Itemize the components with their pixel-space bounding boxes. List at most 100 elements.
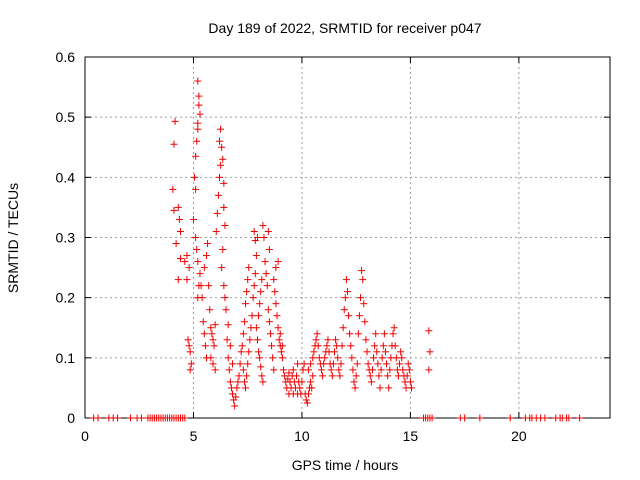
data-point [377, 366, 385, 374]
data-point [272, 264, 280, 272]
x-tick-label: 10 [294, 428, 310, 444]
data-point [278, 354, 286, 362]
data-point [202, 252, 210, 260]
data-point [255, 348, 263, 356]
data-point [265, 246, 273, 254]
data-point [137, 414, 145, 422]
data-point [426, 348, 434, 356]
data-point [280, 366, 288, 374]
data-point [276, 330, 284, 338]
data-point [246, 336, 254, 344]
data-point [217, 125, 225, 133]
data-point [195, 92, 203, 100]
data-point [209, 360, 217, 368]
data-point [309, 372, 317, 380]
data-point [245, 264, 253, 272]
data-point [242, 300, 250, 308]
data-point [223, 336, 231, 344]
data-point [186, 348, 194, 356]
data-point [207, 354, 215, 362]
data-point [274, 324, 282, 332]
data-point [250, 282, 258, 290]
data-point [196, 110, 204, 118]
data-point [248, 312, 256, 320]
data-point [259, 221, 267, 229]
data-point [232, 393, 240, 401]
x-axis-label: GPS time / hours [292, 457, 399, 473]
data-point [285, 390, 293, 398]
data-point [211, 321, 219, 329]
data-point [187, 360, 195, 368]
data-point [323, 342, 331, 350]
data-point [224, 354, 232, 362]
data-point [226, 342, 234, 350]
data-point [404, 360, 412, 368]
x-tick-label: 5 [190, 428, 198, 444]
data-point [181, 414, 189, 422]
data-point [193, 137, 201, 145]
data-point [192, 152, 200, 160]
data-point [330, 348, 338, 356]
data-point [346, 330, 354, 338]
data-point [327, 366, 335, 374]
data-point [313, 330, 321, 338]
data-point [310, 348, 318, 356]
data-point [221, 221, 229, 229]
data-point [183, 252, 191, 260]
data-point [242, 384, 250, 392]
data-point [324, 336, 332, 344]
data-point [302, 396, 310, 404]
data-point [184, 336, 192, 344]
data-point [353, 360, 361, 368]
y-tick-label: 0.3 [56, 230, 76, 246]
data-point [170, 206, 178, 214]
y-axis-label: SRMTID / TECUs [5, 183, 21, 293]
data-point [234, 378, 242, 386]
data-point [194, 77, 202, 85]
data-point [362, 336, 370, 344]
data-point [391, 342, 399, 350]
grid-lines [85, 57, 610, 418]
data-point [337, 360, 345, 368]
data-point [406, 378, 414, 386]
data-point [285, 369, 293, 377]
data-point [398, 354, 406, 362]
data-point [399, 366, 407, 374]
data-point [294, 360, 302, 368]
data-point [210, 342, 218, 350]
data-point [385, 384, 393, 392]
data-point [381, 348, 389, 356]
data-point [335, 366, 343, 374]
data-point [256, 300, 264, 308]
data-point [366, 372, 374, 380]
data-point [425, 366, 433, 374]
data-point [298, 378, 306, 386]
y-tick-label: 0.6 [56, 49, 76, 65]
data-point [217, 161, 225, 169]
data-point [383, 360, 391, 368]
data-point [350, 378, 358, 386]
data-point [384, 372, 392, 380]
data-point [386, 366, 394, 374]
data-point [372, 330, 380, 338]
data-point [195, 101, 203, 109]
data-point [396, 360, 404, 368]
y-tick-label: 0 [67, 410, 75, 426]
data-point [181, 258, 189, 266]
data-point [317, 366, 325, 374]
data-point [506, 414, 514, 422]
data-point [461, 414, 469, 422]
data-point [208, 330, 216, 338]
data-point [319, 372, 327, 380]
data-point [264, 306, 272, 314]
data-point [194, 258, 202, 266]
data-point [216, 137, 224, 145]
data-point [308, 384, 316, 392]
data-point [191, 173, 199, 181]
data-point [476, 414, 484, 422]
data-point [250, 227, 258, 235]
data-point [361, 318, 369, 326]
data-point [270, 366, 278, 374]
data-point [370, 354, 378, 362]
data-point [269, 354, 277, 362]
